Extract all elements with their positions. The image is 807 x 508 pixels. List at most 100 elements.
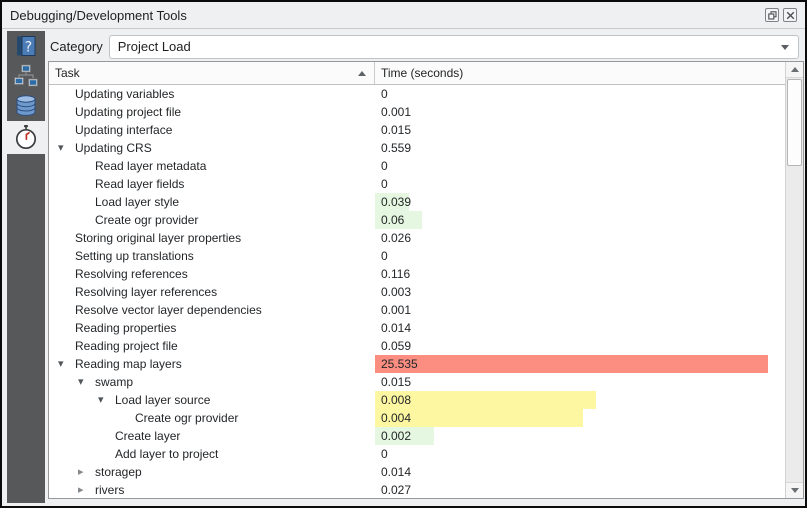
time-value: 0.008 (381, 393, 412, 407)
task-label: Setting up translations (75, 249, 194, 263)
sidebar-tab-database[interactable] (7, 91, 45, 121)
float-button[interactable] (765, 8, 779, 22)
task-label: Updating project file (75, 105, 182, 119)
tree-row[interactable]: Updating interface 0.015 (49, 121, 785, 139)
network-icon (14, 64, 38, 87)
collapse-arrow-icon[interactable]: ▾ (78, 376, 84, 388)
expand-arrow-icon[interactable]: ▸ (78, 484, 84, 496)
tree-row[interactable]: Load layer style 0.039 (49, 193, 785, 211)
column-header-time[interactable]: Time (seconds) (375, 62, 785, 84)
tree-row[interactable]: Storing original layer properties 0.026 (49, 229, 785, 247)
scroll-up-icon (790, 67, 799, 72)
time-bar (375, 427, 434, 445)
time-value: 0.026 (381, 231, 412, 245)
close-button[interactable] (783, 8, 797, 22)
collapse-arrow-icon[interactable]: ▾ (58, 358, 64, 370)
task-label: Updating CRS (75, 141, 152, 155)
float-icon (767, 10, 777, 20)
tree-row[interactable]: Resolving references 0.116 (49, 265, 785, 283)
tree-row[interactable]: Reading properties 0.014 (49, 319, 785, 337)
tree-row[interactable]: Create ogr provider 0.06 (49, 211, 785, 229)
titlebar-buttons (765, 8, 797, 22)
expand-arrow-icon[interactable]: ▸ (78, 466, 84, 478)
column-header-task[interactable]: Task (49, 62, 375, 84)
category-combobox[interactable]: Project Load (108, 34, 799, 59)
time-bar (375, 211, 422, 229)
time-value: 0.06 (381, 213, 405, 227)
task-label: Load layer source (115, 393, 211, 407)
tree-row[interactable]: Read layer metadata 0 (49, 157, 785, 175)
task-label: Updating variables (75, 87, 175, 101)
time-value: 0 (381, 177, 388, 191)
stopwatch-icon (15, 125, 37, 150)
time-value: 0 (381, 87, 388, 101)
task-label: Resolving references (75, 267, 188, 281)
table-header: Task Time (seconds) (49, 62, 785, 85)
time-value: 0 (381, 447, 388, 461)
time-value: 0.116 (381, 267, 411, 281)
time-value: 0.004 (381, 411, 412, 425)
time-value: 0.015 (381, 123, 412, 137)
task-label: Read layer fields (95, 177, 185, 191)
tree-row[interactable]: Add layer to project 0 (49, 445, 785, 463)
tree-rows: Updating variables 0 Updating project file… (49, 85, 785, 498)
collapse-arrow-icon[interactable]: ▾ (98, 394, 104, 406)
task-label: rivers (95, 483, 125, 497)
time-value: 0 (381, 249, 388, 263)
time-value: 0.001 (381, 303, 412, 317)
time-value: 0.039 (381, 195, 412, 209)
time-bar (375, 355, 768, 373)
task-label: storagep (95, 465, 142, 479)
time-value: 25.535 (381, 357, 418, 371)
vertical-scrollbar[interactable] (785, 62, 803, 498)
tree-row[interactable]: ▾ Load layer source 0.008 (49, 391, 785, 409)
scroll-up-button[interactable] (786, 62, 803, 78)
scrollbar-thumb[interactable] (787, 79, 802, 166)
tree-row[interactable]: ▸ storagep 0.014 (49, 463, 785, 481)
tree-row[interactable]: Read layer fields 0 (49, 175, 785, 193)
close-icon (786, 11, 794, 19)
tree-row[interactable]: Resolving layer references 0.003 (49, 283, 785, 301)
tree-row[interactable]: Setting up translations 0 (49, 247, 785, 265)
task-label: Resolve vector layer dependencies (75, 303, 262, 317)
category-row: Category Project Load (50, 34, 799, 59)
tree-row[interactable]: Updating project file 0.001 (49, 103, 785, 121)
task-label: Storing original layer properties (75, 231, 242, 245)
task-label: Create ogr provider (95, 213, 199, 227)
chevron-down-icon (781, 44, 789, 50)
tree-row[interactable]: Create layer 0.002 (49, 427, 785, 445)
tree-row[interactable]: ▾ Reading map layers 25.535 (49, 355, 785, 373)
tree-row[interactable]: Updating variables 0 (49, 85, 785, 103)
tree-row[interactable]: ▸ rivers 0.027 (49, 481, 785, 498)
tree-row[interactable]: Create ogr provider 0.004 (49, 409, 785, 427)
tree-row[interactable]: ▾ Updating CRS 0.559 (49, 139, 785, 157)
sort-ascending-icon (358, 71, 366, 76)
scroll-down-button[interactable] (786, 482, 803, 498)
collapse-arrow-icon[interactable]: ▾ (58, 142, 64, 154)
time-value: 0.059 (381, 339, 412, 353)
titlebar[interactable]: Debugging/Development Tools (2, 2, 805, 29)
sidebar-tab-network[interactable] (7, 61, 45, 91)
task-label: Create ogr provider (135, 411, 239, 425)
scroll-down-icon (790, 488, 799, 493)
task-label: Updating interface (75, 123, 173, 137)
tree-row[interactable]: Resolve vector layer dependencies 0.001 (49, 301, 785, 319)
task-label: Read layer metadata (95, 159, 207, 173)
tree-row[interactable]: ▾ swamp 0.015 (49, 373, 785, 391)
time-bar (375, 409, 583, 427)
task-label: Resolving layer references (75, 285, 218, 299)
time-header-label: Time (seconds) (381, 66, 464, 80)
sidebar-tab-profiler[interactable] (7, 121, 45, 154)
time-value: 0.002 (381, 429, 412, 443)
time-value: 0.001 (381, 105, 412, 119)
category-selected-value: Project Load (117, 39, 191, 54)
sidebar-tab-help[interactable]: ? (7, 31, 45, 61)
time-value: 0.015 (381, 375, 412, 389)
tree-row[interactable]: Reading project file 0.059 (49, 337, 785, 355)
time-bar (375, 193, 409, 211)
database-icon (16, 95, 36, 116)
time-value: 0.014 (381, 465, 412, 479)
profile-tree: Task Time (seconds) Updating variables 0 U… (48, 61, 804, 499)
task-label: swamp (95, 375, 134, 389)
tool-sidebar: ? (7, 31, 45, 503)
